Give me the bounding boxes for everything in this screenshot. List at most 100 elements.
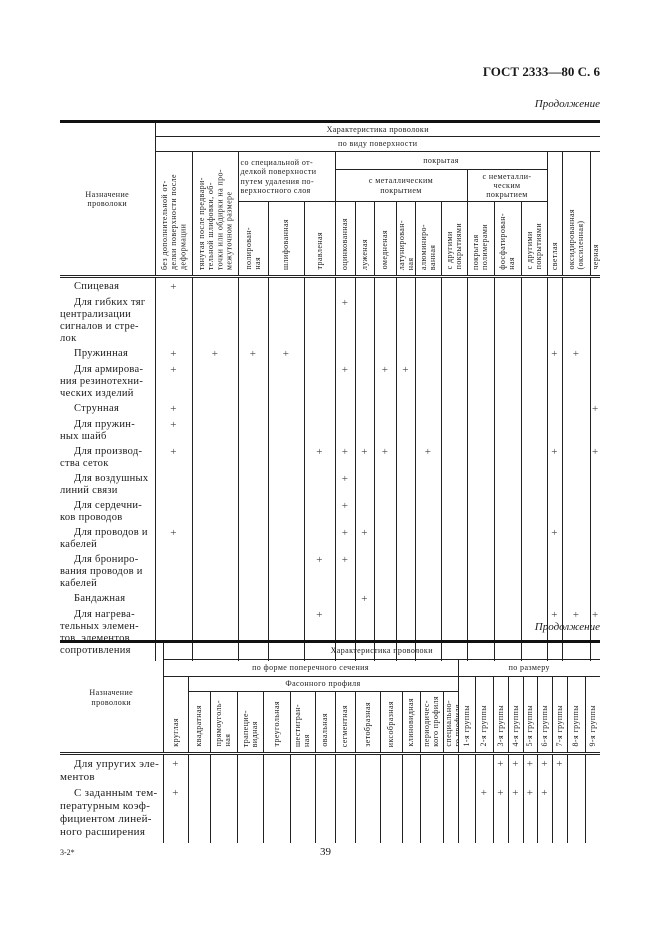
document-header: ГОСТ 2333—80 С. 6	[482, 64, 600, 79]
table-cell	[334, 345, 355, 362]
table-cell	[414, 416, 441, 444]
plus-mark: +	[526, 758, 534, 770]
table-cell: +	[154, 345, 192, 362]
col-bright: светлая	[546, 151, 562, 278]
plus-mark: +	[572, 609, 580, 622]
table-cell	[237, 400, 268, 417]
table-cell	[303, 400, 335, 417]
col-special-0: полирован- ная	[237, 201, 268, 278]
table-cell	[303, 524, 335, 552]
table-cell	[395, 345, 415, 362]
column-label: 6-я группы	[539, 705, 549, 747]
col-black: черная	[589, 151, 600, 278]
table-cell	[584, 784, 601, 843]
plus-mark: +	[341, 364, 349, 377]
plus-mark: +	[172, 758, 179, 770]
table-cell	[354, 416, 374, 444]
table-cell	[440, 276, 467, 295]
table-cell	[354, 345, 374, 362]
table-cell: +	[414, 443, 441, 471]
row-label: Бандажная	[74, 593, 126, 605]
table-cell	[520, 345, 547, 362]
column-label: оцинкованная	[340, 217, 350, 270]
table-cell	[546, 497, 562, 525]
table-cell	[493, 361, 521, 401]
table-cell	[520, 551, 547, 591]
column-label: 3-я группы	[495, 705, 505, 747]
table-cell	[354, 551, 374, 591]
plus-mark: +	[341, 500, 349, 513]
table-cell: +	[267, 345, 304, 362]
table-cell: +	[507, 753, 523, 784]
column-label: клиновидная	[406, 698, 416, 747]
table-cell	[373, 276, 396, 295]
col-shaped-0: квадратная	[187, 691, 210, 755]
table-cell	[289, 784, 315, 843]
col-metal-2: омедненая	[373, 201, 396, 278]
table-cell	[395, 400, 415, 417]
table-cell	[267, 294, 304, 346]
table-cell: +	[546, 443, 562, 471]
row-label: Для упругих эле- ментов	[60, 758, 160, 783]
table-cell	[314, 753, 335, 784]
plus-mark: +	[424, 446, 432, 459]
plus-mark: +	[170, 527, 177, 540]
table-cell	[262, 784, 290, 843]
table-cell	[395, 524, 415, 552]
plus-mark: +	[526, 787, 534, 799]
table-cell	[589, 524, 600, 552]
table-cell	[191, 443, 238, 471]
table-cell	[589, 276, 600, 295]
table-cell: +	[354, 524, 374, 552]
plus-mark: +	[402, 364, 409, 377]
table-cell	[546, 590, 562, 607]
table-cell	[440, 551, 467, 591]
column-label: 1-я группы	[461, 705, 471, 747]
table-cell	[395, 276, 415, 295]
table-cell	[466, 590, 494, 607]
wire-shape-size-table: Назначение проволоки Характеристика пров…	[60, 640, 601, 843]
plus-mark: +	[480, 787, 488, 799]
table-cell: +	[589, 400, 600, 417]
col-shaped-11: специально- го профиля	[442, 691, 458, 755]
table-cell	[466, 524, 494, 552]
table-cell	[440, 416, 467, 444]
plus-mark: +	[341, 297, 349, 310]
table-cell	[419, 784, 443, 843]
table-cell	[303, 497, 335, 525]
table-cell	[442, 784, 458, 843]
plus-mark: +	[591, 403, 599, 416]
row-label: Струнная	[74, 403, 120, 415]
table-cell	[466, 276, 494, 295]
row-label: Для проводов и кабелей	[60, 527, 148, 551]
table-cell: +	[492, 784, 508, 843]
metal-coating-group: с металлическим покрытием	[334, 169, 467, 202]
coated-group: покрытая	[334, 151, 547, 170]
table-cell	[561, 470, 590, 498]
table-cell	[237, 551, 268, 591]
table-cell	[414, 590, 441, 607]
col-metal-1: луженая	[354, 201, 374, 278]
table-cell	[546, 416, 562, 444]
table-cell: +	[334, 361, 355, 401]
table-cell	[267, 416, 304, 444]
table-cell	[379, 753, 402, 784]
table-cell	[561, 590, 590, 607]
plus-mark: +	[211, 348, 219, 361]
table-cell: +	[334, 524, 355, 552]
table-cell	[303, 590, 335, 607]
plus-mark: +	[170, 446, 177, 459]
plus-mark: +	[172, 787, 179, 799]
purpose-header: Назначение проволоки	[60, 640, 163, 755]
col-shaped-5: овальная	[314, 691, 335, 755]
col-oxidized: оксидированная (оксиленная)	[561, 151, 590, 278]
table-cell	[466, 497, 494, 525]
table-cell	[414, 551, 441, 591]
table-cell	[395, 294, 415, 346]
table-cell	[440, 470, 467, 498]
table-cell	[262, 753, 290, 784]
table-cell: +	[154, 276, 192, 295]
column-label: травленая	[314, 232, 324, 270]
table-cell	[561, 551, 590, 591]
column-label: 4-я группы	[510, 705, 520, 747]
